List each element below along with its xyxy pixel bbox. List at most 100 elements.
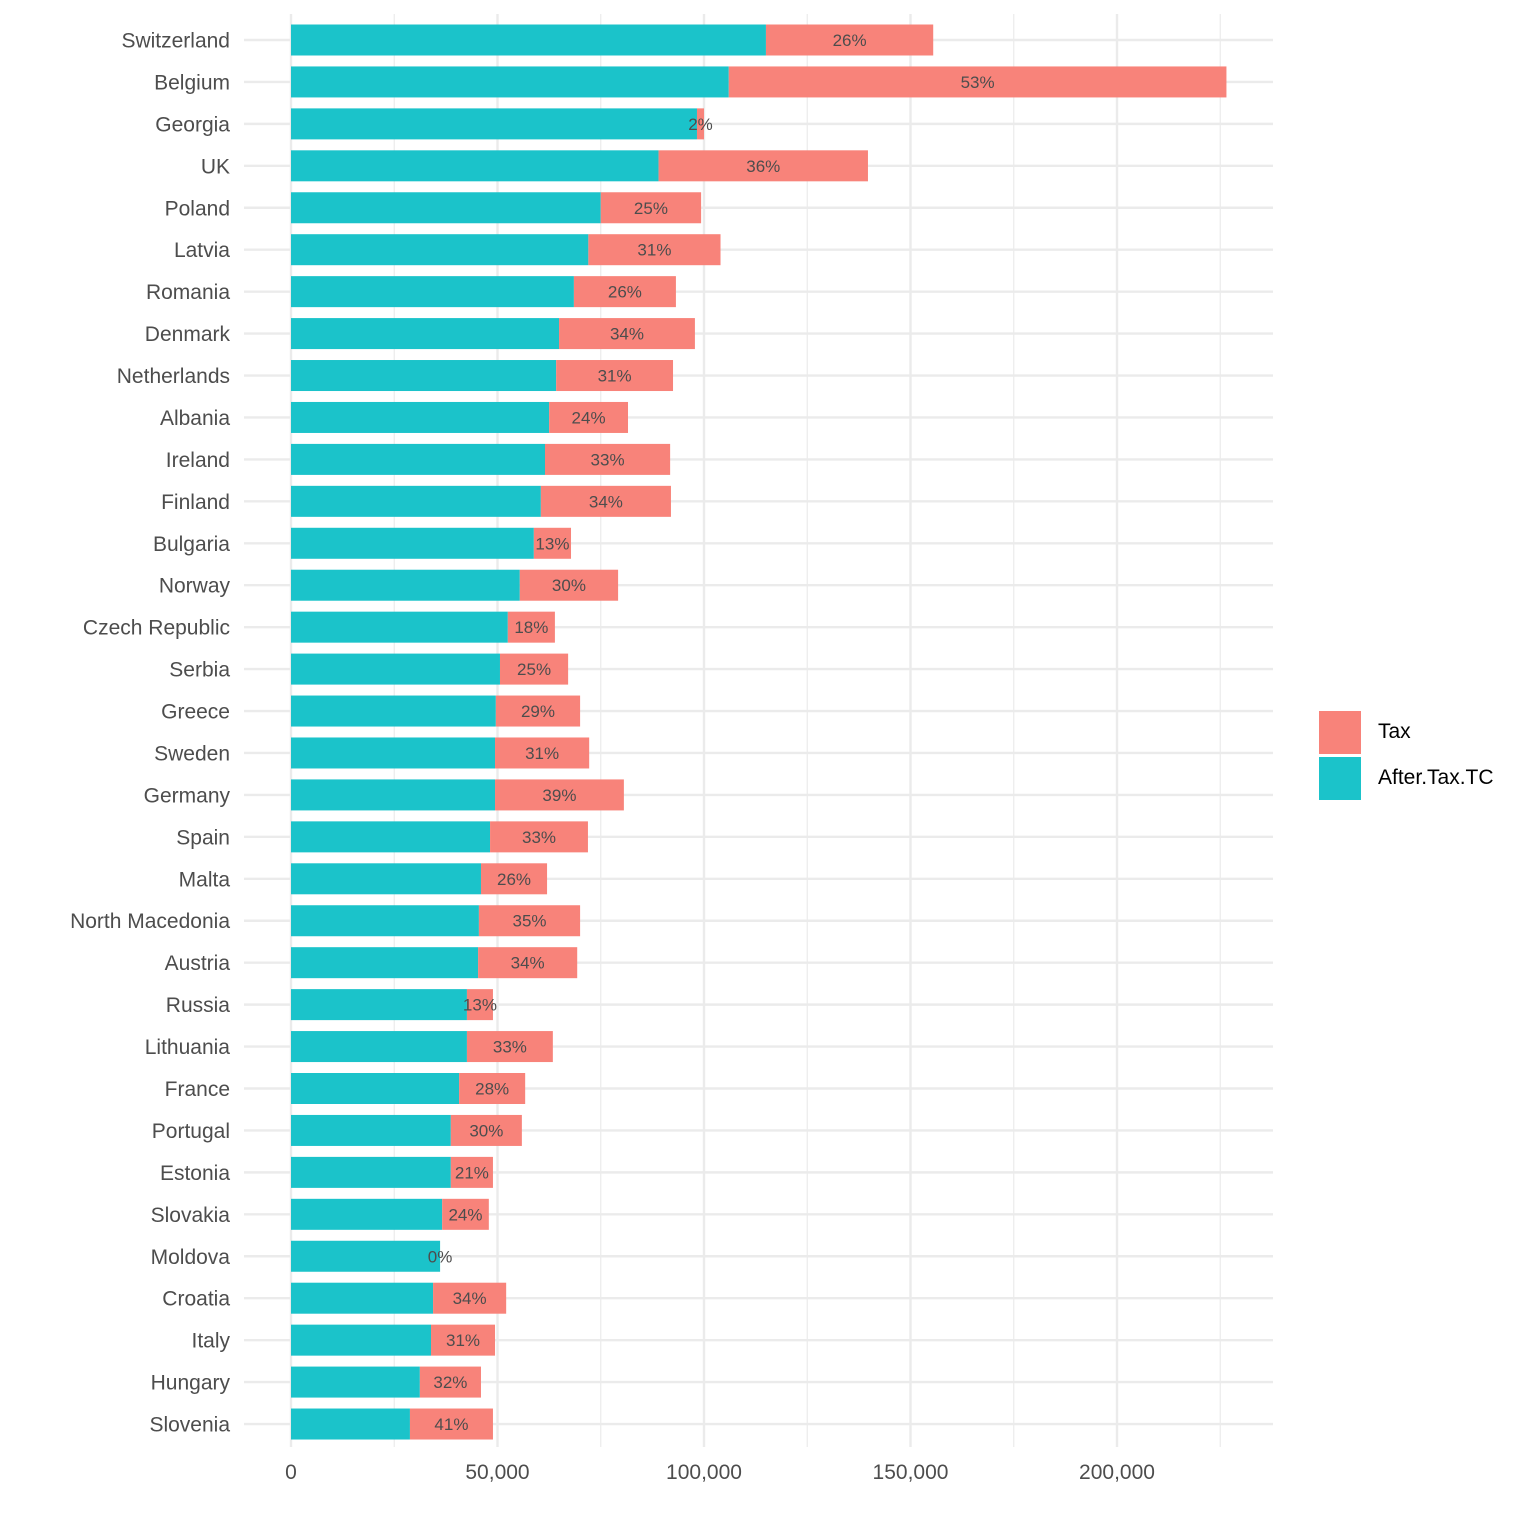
pct-label: 13% bbox=[535, 534, 569, 553]
bars bbox=[291, 24, 1227, 1440]
bar-after-tax bbox=[291, 192, 601, 224]
bar-after-tax bbox=[291, 779, 496, 811]
bar-after-tax bbox=[291, 360, 557, 392]
bar-after-tax bbox=[291, 401, 550, 433]
pct-label: 26% bbox=[608, 283, 642, 302]
pct-label: 34% bbox=[453, 1289, 487, 1308]
y-tick-label: Greece bbox=[161, 701, 230, 724]
legend-label-tax: Tax bbox=[1378, 720, 1411, 743]
pct-label: 29% bbox=[521, 702, 555, 721]
pct-label: 41% bbox=[434, 1415, 468, 1434]
y-tick-label: Estonia bbox=[160, 1162, 230, 1185]
y-tick-label: North Macedonia bbox=[70, 910, 230, 933]
bar-tax bbox=[573, 276, 676, 308]
bar-after-tax bbox=[291, 485, 541, 517]
y-tick-label: Italy bbox=[191, 1330, 230, 1353]
bar-after-tax bbox=[291, 1408, 410, 1440]
bar-tax bbox=[765, 24, 934, 56]
pct-label: 18% bbox=[514, 618, 548, 637]
y-axis-labels: Switzerland Belgium Georgia UK Poland Latvia R… bbox=[70, 30, 230, 1437]
pct-label: 33% bbox=[522, 828, 556, 847]
pct-label: 26% bbox=[497, 870, 531, 889]
grid bbox=[244, 14, 1273, 1447]
legend-key-tax bbox=[1319, 710, 1361, 754]
pct-label: 28% bbox=[475, 1080, 509, 1099]
bar-tax bbox=[478, 905, 581, 937]
x-tick-label: 100,000 bbox=[666, 1461, 742, 1484]
pct-label: 34% bbox=[610, 325, 644, 344]
legend-label-after-tax: After.Tax.TC bbox=[1378, 766, 1494, 789]
bar-tax bbox=[495, 737, 590, 769]
y-tick-label: Latvia bbox=[174, 239, 230, 262]
y-tick-label: Albania bbox=[160, 407, 230, 430]
bar-after-tax bbox=[291, 234, 589, 266]
pct-label: 26% bbox=[833, 31, 867, 50]
bar-tax bbox=[533, 527, 572, 559]
bar-after-tax bbox=[291, 653, 500, 685]
y-tick-label: Austria bbox=[165, 952, 231, 975]
bar-after-tax bbox=[291, 66, 729, 98]
bar-after-tax bbox=[291, 1324, 432, 1356]
x-tick-label: 200,000 bbox=[1079, 1461, 1155, 1484]
bar-after-tax bbox=[291, 947, 479, 979]
bar-tax bbox=[507, 611, 555, 643]
pct-label: 31% bbox=[598, 367, 632, 386]
y-tick-label: Poland bbox=[165, 197, 230, 220]
pct-label: 33% bbox=[591, 450, 625, 469]
y-tick-label: Finland bbox=[161, 491, 230, 514]
y-tick-label: Romania bbox=[146, 281, 230, 304]
pct-label: 30% bbox=[552, 576, 586, 595]
y-tick-label: Slovenia bbox=[149, 1414, 230, 1437]
bar-tax bbox=[658, 150, 868, 182]
pct-label: 33% bbox=[493, 1038, 527, 1057]
y-tick-label: Malta bbox=[179, 868, 231, 891]
bar-after-tax bbox=[291, 611, 508, 643]
bar-after-tax bbox=[291, 24, 766, 56]
bar-after-tax bbox=[291, 276, 574, 308]
bar-tax bbox=[495, 695, 581, 727]
x-axis-labels: 0 50,000 100,000 150,000 200,000 bbox=[285, 1461, 1155, 1484]
pct-label: 32% bbox=[433, 1373, 467, 1392]
bar-after-tax bbox=[291, 1156, 451, 1188]
bar-tax bbox=[696, 108, 704, 140]
bar-after-tax bbox=[291, 443, 545, 475]
bar-after-tax bbox=[291, 150, 659, 182]
y-tick-label: Ireland bbox=[166, 449, 230, 472]
bar-tax bbox=[519, 569, 619, 601]
bar-after-tax bbox=[291, 1240, 441, 1272]
bar-tax bbox=[419, 1366, 481, 1398]
pct-label: 24% bbox=[448, 1205, 482, 1224]
y-tick-label: Czech Republic bbox=[83, 617, 230, 640]
y-tick-label: Sweden bbox=[154, 742, 230, 765]
y-tick-label: Switzerland bbox=[121, 30, 230, 53]
pct-label: 13% bbox=[463, 996, 497, 1015]
x-tick-label: 50,000 bbox=[465, 1461, 529, 1484]
x-tick-label: 150,000 bbox=[873, 1461, 949, 1484]
pct-label: 0% bbox=[428, 1247, 453, 1266]
legend-key-after-tax bbox=[1319, 756, 1361, 800]
y-tick-label: Croatia bbox=[162, 1288, 230, 1311]
bar-tax bbox=[588, 234, 721, 266]
data-labels: 26% 53% 2% 36% 25% 31% 26% 34% 31% 24% 33% 34% 13% 30… bbox=[428, 31, 995, 1434]
pct-label: 34% bbox=[511, 954, 545, 973]
pct-label: 35% bbox=[512, 912, 546, 931]
y-tick-label: Serbia bbox=[169, 659, 230, 682]
bar-after-tax bbox=[291, 1031, 467, 1063]
bar-tax bbox=[559, 318, 695, 350]
pct-label: 53% bbox=[961, 73, 995, 92]
bar-tax bbox=[549, 401, 629, 433]
pct-label: 31% bbox=[637, 241, 671, 260]
y-tick-label: Georgia bbox=[155, 113, 230, 136]
bar-after-tax bbox=[291, 318, 560, 350]
bar-tax bbox=[442, 1198, 489, 1230]
y-tick-label: France bbox=[165, 1078, 230, 1101]
bar-after-tax bbox=[291, 108, 697, 140]
pct-label: 31% bbox=[446, 1331, 480, 1350]
bar-after-tax bbox=[291, 1073, 460, 1104]
bar-tax bbox=[409, 1408, 493, 1440]
y-tick-label: Hungary bbox=[151, 1372, 231, 1395]
bar-tax bbox=[540, 485, 671, 517]
legend-item-after-tax: After.Tax.TC bbox=[1319, 755, 1494, 801]
bar-tax bbox=[478, 947, 578, 979]
bar-after-tax bbox=[291, 905, 479, 937]
